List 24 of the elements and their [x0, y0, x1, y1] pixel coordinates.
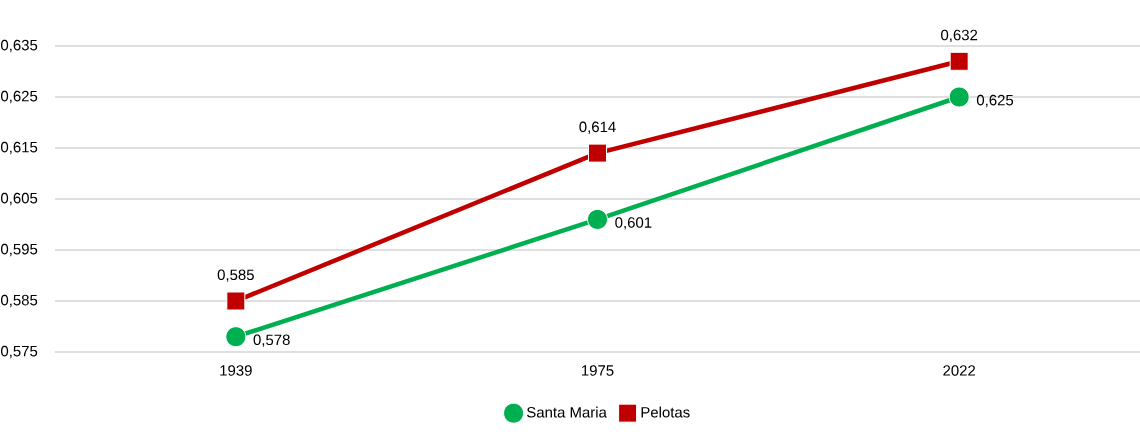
- data-label: 0,578: [253, 334, 290, 347]
- legend-label: Santa Maria: [526, 406, 607, 418]
- data-label: 0,585: [217, 269, 254, 282]
- data-label: 0,614: [579, 121, 616, 134]
- y-tick-label: 0,635: [1, 39, 38, 53]
- y-tick-label: 0,625: [1, 90, 38, 104]
- x-tick-label: 1939: [220, 365, 252, 376]
- point: [226, 291, 246, 311]
- y-tick-label: 0,595: [1, 243, 38, 257]
- data-label: 0,632: [941, 29, 978, 43]
- point: [949, 51, 969, 71]
- legend-label: Pelotas: [641, 406, 690, 418]
- point: [225, 326, 247, 348]
- y-tick-label: 0,605: [1, 192, 38, 206]
- y-tick-label: 0,615: [1, 141, 38, 155]
- y-tick-label: 0,575: [1, 345, 38, 359]
- x-tick-label: 1975: [582, 365, 614, 376]
- data-label: 0,625: [976, 94, 1014, 108]
- point: [588, 143, 607, 163]
- point: [587, 208, 608, 230]
- data-label: 0,601: [615, 217, 652, 230]
- x-tick-label: 2022: [943, 365, 976, 376]
- point: [948, 86, 970, 108]
- y-tick-label: 0,585: [1, 294, 38, 308]
